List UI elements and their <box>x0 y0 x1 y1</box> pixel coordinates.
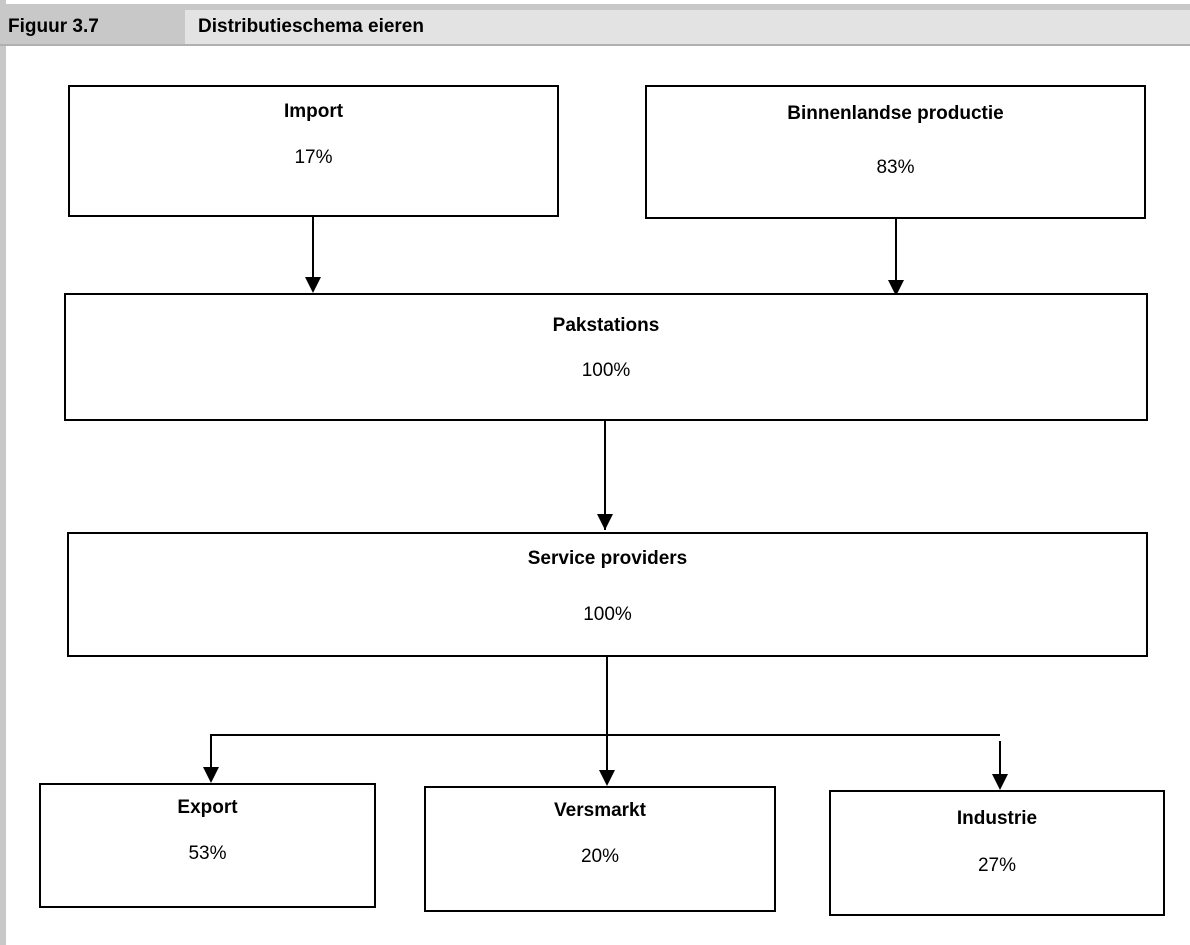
node-binnenlandse-productie-label: Binnenlandse productie <box>787 103 1004 124</box>
figure-title: Distributieschema eieren <box>185 10 1190 44</box>
node-versmarkt: Versmarkt 20% <box>424 786 776 912</box>
arrowhead-pakstations-service-providers <box>597 514 613 530</box>
node-import-value: 17% <box>294 147 333 168</box>
arrowhead-service-providers-versmarkt <box>599 770 615 786</box>
node-service-providers-value: 100% <box>583 604 632 625</box>
header-divider <box>0 44 1190 46</box>
node-pakstations-value: 100% <box>581 360 631 381</box>
node-versmarkt-value: 20% <box>580 846 620 867</box>
node-export: Export 53% <box>39 783 376 908</box>
figure-header: Figuur 3.7 Distributieschema eieren <box>0 10 1190 44</box>
node-export-value: 53% <box>188 843 227 864</box>
arrowhead-branch-export <box>203 767 219 783</box>
frame-left-border <box>0 0 6 945</box>
node-import: Import 17% <box>68 85 559 217</box>
figure-number: Figuur 3.7 <box>0 10 185 44</box>
node-industrie: Industrie 27% <box>829 790 1165 916</box>
node-versmarkt-label: Versmarkt <box>554 800 646 821</box>
node-pakstations: Pakstations 100% <box>64 293 1148 421</box>
node-export-label: Export <box>177 797 238 818</box>
frame-top-border <box>0 4 1190 10</box>
node-binnenlandse-productie-value: 83% <box>876 157 915 178</box>
node-import-label: Import <box>283 101 344 122</box>
node-industrie-value: 27% <box>977 855 1017 876</box>
node-service-providers-label: Service providers <box>527 548 688 569</box>
arrowhead-import-pakstations <box>305 277 321 293</box>
node-industrie-label: Industrie <box>956 808 1038 829</box>
node-pakstations-label: Pakstations <box>552 315 660 336</box>
arrowhead-branch-industrie <box>992 774 1008 790</box>
node-service-providers: Service providers 100% <box>67 532 1148 657</box>
node-binnenlandse-productie: Binnenlandse productie 83% <box>645 85 1146 219</box>
